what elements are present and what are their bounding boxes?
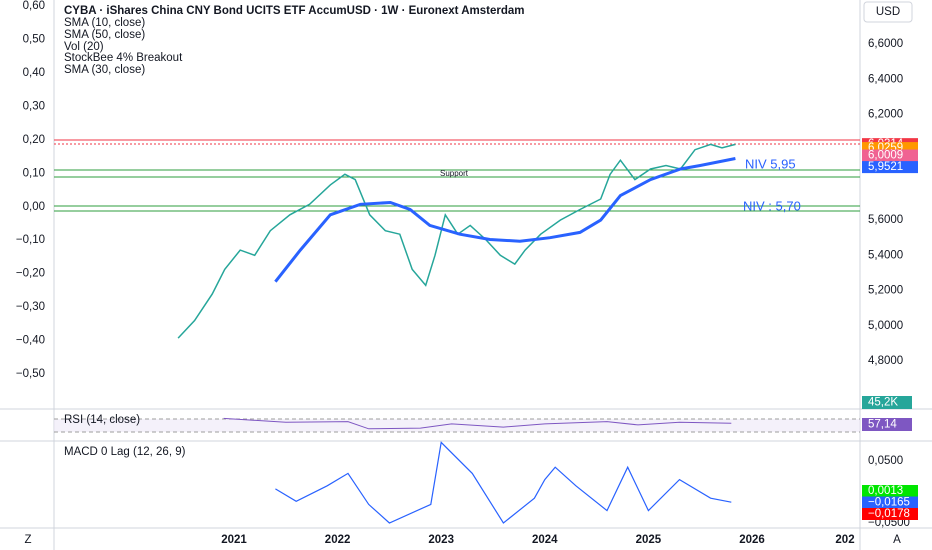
x-tick-label: 2023 — [428, 534, 454, 546]
annotation: NIV 5,95 — [745, 156, 796, 171]
left-tick-label: 0,50 — [23, 33, 45, 45]
legend-item: StockBee 4% Breakout — [64, 52, 183, 64]
left-tick-label: 0,00 — [23, 201, 45, 213]
macd-tick-label: −0,0500 — [868, 517, 910, 529]
y-tick-label: 4,8000 — [868, 355, 903, 367]
annotation: NIV : 5,70 — [743, 198, 801, 213]
macd-title: MACD 0 Lag (12, 26, 9) — [64, 446, 186, 458]
left-tick-label: −0,20 — [16, 268, 45, 280]
series-line — [274, 157, 736, 283]
macd-tick-label: 0,0500 — [868, 455, 903, 467]
macd-tag — [862, 508, 918, 520]
y-tick-label: 6,2000 — [868, 108, 903, 120]
legend-item: Vol (20) — [64, 41, 104, 53]
x-tick-label: 2022 — [325, 534, 351, 546]
left-tick-label: 0,30 — [23, 100, 45, 112]
price-tag — [862, 161, 918, 174]
x-tick-label: 2025 — [636, 534, 662, 546]
chart-title: CYBA · iShares China CNY Bond UCITS ETF … — [64, 5, 525, 17]
price-tag-label: 6,0009 — [868, 150, 903, 162]
macd-tag-label: −0,0178 — [868, 508, 910, 520]
legend-item: SMA (10, close) — [64, 17, 145, 29]
left-tick-label: −0,10 — [16, 234, 45, 246]
price-tag — [862, 149, 918, 162]
macd-line — [275, 441, 732, 524]
macd-tag — [862, 496, 918, 509]
corner-icon[interactable]: Z — [24, 534, 31, 546]
rsi-title: RSI (14, close) — [64, 414, 140, 426]
rsi-tag — [862, 418, 912, 431]
rsi-line — [223, 417, 732, 430]
y-tick-label: 6,6000 — [868, 38, 903, 50]
x-tick-label: 202 — [835, 534, 854, 546]
rsi-band — [54, 419, 860, 432]
x-tick-label: 2024 — [532, 534, 558, 546]
left-tick-label: −0,30 — [16, 301, 45, 313]
annotation: Support — [440, 169, 469, 178]
left-tick-label: 0,10 — [23, 167, 45, 179]
currency-box[interactable] — [863, 1, 913, 23]
price-tag-label: 5,9521 — [868, 161, 903, 173]
y-tick-label: 5,4000 — [868, 249, 903, 261]
currency[interactable]: USD — [876, 6, 900, 18]
y-tick-label: 5,2000 — [868, 285, 903, 297]
x-tick-label: 2021 — [221, 534, 247, 546]
rsi-tag-label: 57,14 — [868, 419, 897, 431]
left-tick-label: −0,40 — [16, 335, 45, 347]
macd-tag-label: −0,0165 — [868, 497, 910, 509]
left-tick-label: 0,20 — [23, 134, 45, 146]
macd-tag — [862, 485, 918, 497]
macd-tag-label: 0,0013 — [868, 485, 903, 497]
volume-tag-label: 45,2K — [868, 397, 898, 409]
y-tick-label: 5,6000 — [868, 214, 903, 226]
legend-item: SMA (50, close) — [64, 29, 145, 41]
left-tick-label: −0,50 — [16, 368, 45, 380]
volume-tag — [862, 396, 912, 409]
y-tick-label: 5,0000 — [868, 320, 903, 332]
y-tick-label: 6,4000 — [868, 73, 903, 85]
left-tick-label: 0,60 — [23, 0, 45, 12]
corner-icon[interactable]: A — [893, 534, 901, 546]
x-tick-label: 2026 — [739, 534, 765, 546]
legend-item: SMA (30, close) — [64, 64, 145, 76]
left-tick-label: 0,40 — [23, 67, 45, 79]
